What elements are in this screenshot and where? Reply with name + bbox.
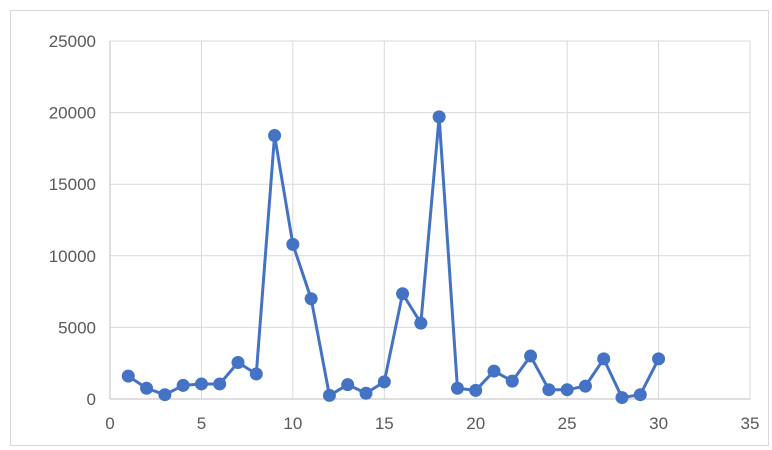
data-point <box>578 379 592 393</box>
data-point <box>615 391 629 405</box>
data-point <box>176 378 190 392</box>
y-tick-label: 0 <box>87 390 96 409</box>
data-point <box>450 381 464 395</box>
data-point <box>560 383 574 397</box>
tick-label-layer: 0 5000 10000 15000 20000 25000 0 5 10 15 20 25 30 35 <box>49 32 760 433</box>
data-point <box>652 352 666 366</box>
chart-frame: 0 5000 10000 15000 20000 25000 0 5 10 15 20 25 30 35 <box>10 10 769 446</box>
data-point <box>249 367 263 381</box>
data-point <box>158 388 172 402</box>
x-tick-label: 30 <box>649 414 668 433</box>
data-point <box>396 287 410 301</box>
y-tick-label: 20000 <box>49 104 96 123</box>
data-point <box>213 377 227 391</box>
data-point <box>268 129 282 143</box>
x-tick-label: 15 <box>375 414 394 433</box>
data-point <box>231 355 245 369</box>
data-point <box>633 388 647 402</box>
y-tick-label: 15000 <box>49 175 96 194</box>
data-point <box>341 378 355 392</box>
x-tick-label: 0 <box>105 414 114 433</box>
data-point <box>377 375 391 389</box>
data-point <box>469 383 483 397</box>
y-tick-label: 5000 <box>58 318 96 337</box>
x-tick-label: 35 <box>741 414 760 433</box>
x-tick-label: 20 <box>466 414 485 433</box>
data-point <box>597 352 611 366</box>
data-point <box>121 369 135 383</box>
x-tick-label: 5 <box>197 414 206 433</box>
data-point <box>194 377 208 391</box>
y-tick-label: 25000 <box>49 32 96 51</box>
chart-plot: 0 5000 10000 15000 20000 25000 0 5 10 15 20 25 30 35 <box>49 32 760 433</box>
data-point <box>505 374 519 388</box>
series-line <box>126 115 661 400</box>
data-point <box>359 386 373 400</box>
data-point <box>524 349 538 363</box>
data-point <box>432 110 446 124</box>
data-point <box>414 316 428 330</box>
y-tick-label: 10000 <box>49 247 96 266</box>
x-tick-label: 25 <box>558 414 577 433</box>
data-point <box>304 292 318 306</box>
x-tick-label: 10 <box>283 414 302 433</box>
data-point <box>140 381 154 395</box>
grid-layer <box>110 40 751 399</box>
data-point <box>487 364 501 378</box>
data-point <box>322 388 336 402</box>
series-layer <box>121 110 666 405</box>
data-point <box>542 383 556 397</box>
data-point <box>286 237 300 251</box>
